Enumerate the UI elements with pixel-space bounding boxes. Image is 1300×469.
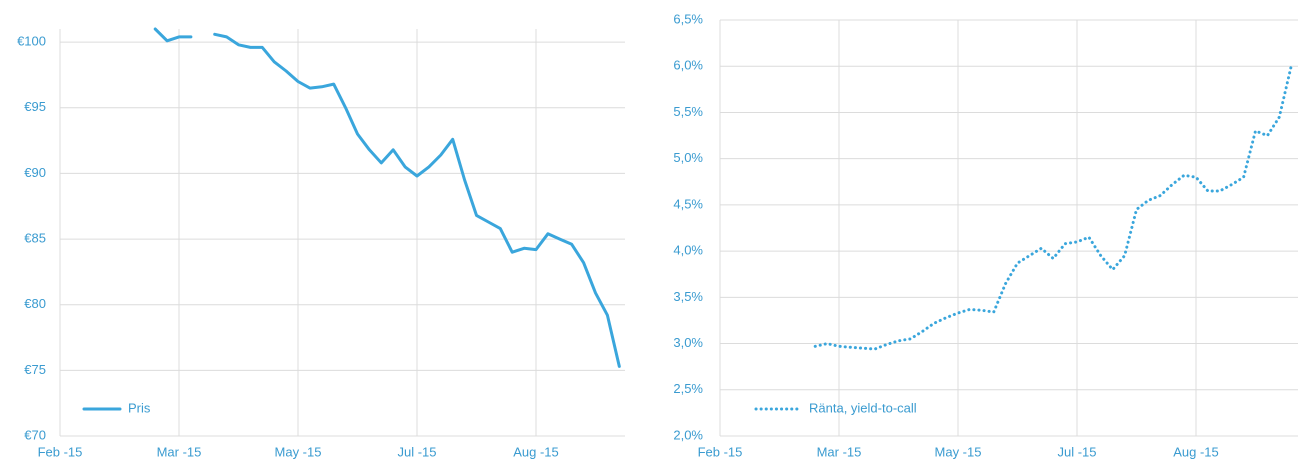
x-tick-label: Aug -15 [513, 444, 559, 459]
y-tick-label: 5,5% [673, 104, 703, 119]
x-tick-label: Feb -15 [38, 444, 83, 459]
x-tick-label: May -15 [935, 444, 982, 459]
y-tick-label: 3,0% [673, 335, 703, 350]
x-tick-label: Aug -15 [1173, 444, 1219, 459]
y-tick-label: 4,5% [673, 196, 703, 211]
legend-label: Pris [128, 400, 151, 415]
y-tick-label: 4,0% [673, 243, 703, 258]
x-tick-label: Jul -15 [397, 444, 436, 459]
y-tick-label: €85 [24, 231, 46, 246]
y-tick-label: €75 [24, 362, 46, 377]
y-tick-label: 2,0% [673, 427, 703, 442]
y-tick-label: 2,5% [673, 381, 703, 396]
series-line [813, 64, 1293, 351]
series-line [153, 27, 621, 368]
y-tick-label: 3,5% [673, 289, 703, 304]
y-tick-label: 5,0% [673, 150, 703, 165]
x-tick-label: Mar -15 [157, 444, 202, 459]
y-tick-label: €90 [24, 165, 46, 180]
y-tick-label: €100 [17, 34, 46, 49]
y-tick-label: 6,0% [673, 58, 703, 73]
y-tick-label: €80 [24, 296, 46, 311]
x-tick-label: May -15 [275, 444, 322, 459]
y-tick-label: €70 [24, 427, 46, 442]
x-tick-label: Feb -15 [698, 444, 743, 459]
x-tick-label: Mar -15 [817, 444, 862, 459]
y-tick-label: €95 [24, 99, 46, 114]
x-tick-label: Jul -15 [1057, 444, 1096, 459]
legend-label: Ränta, yield-to-call [809, 400, 917, 415]
y-tick-label: 6,5% [673, 11, 703, 26]
